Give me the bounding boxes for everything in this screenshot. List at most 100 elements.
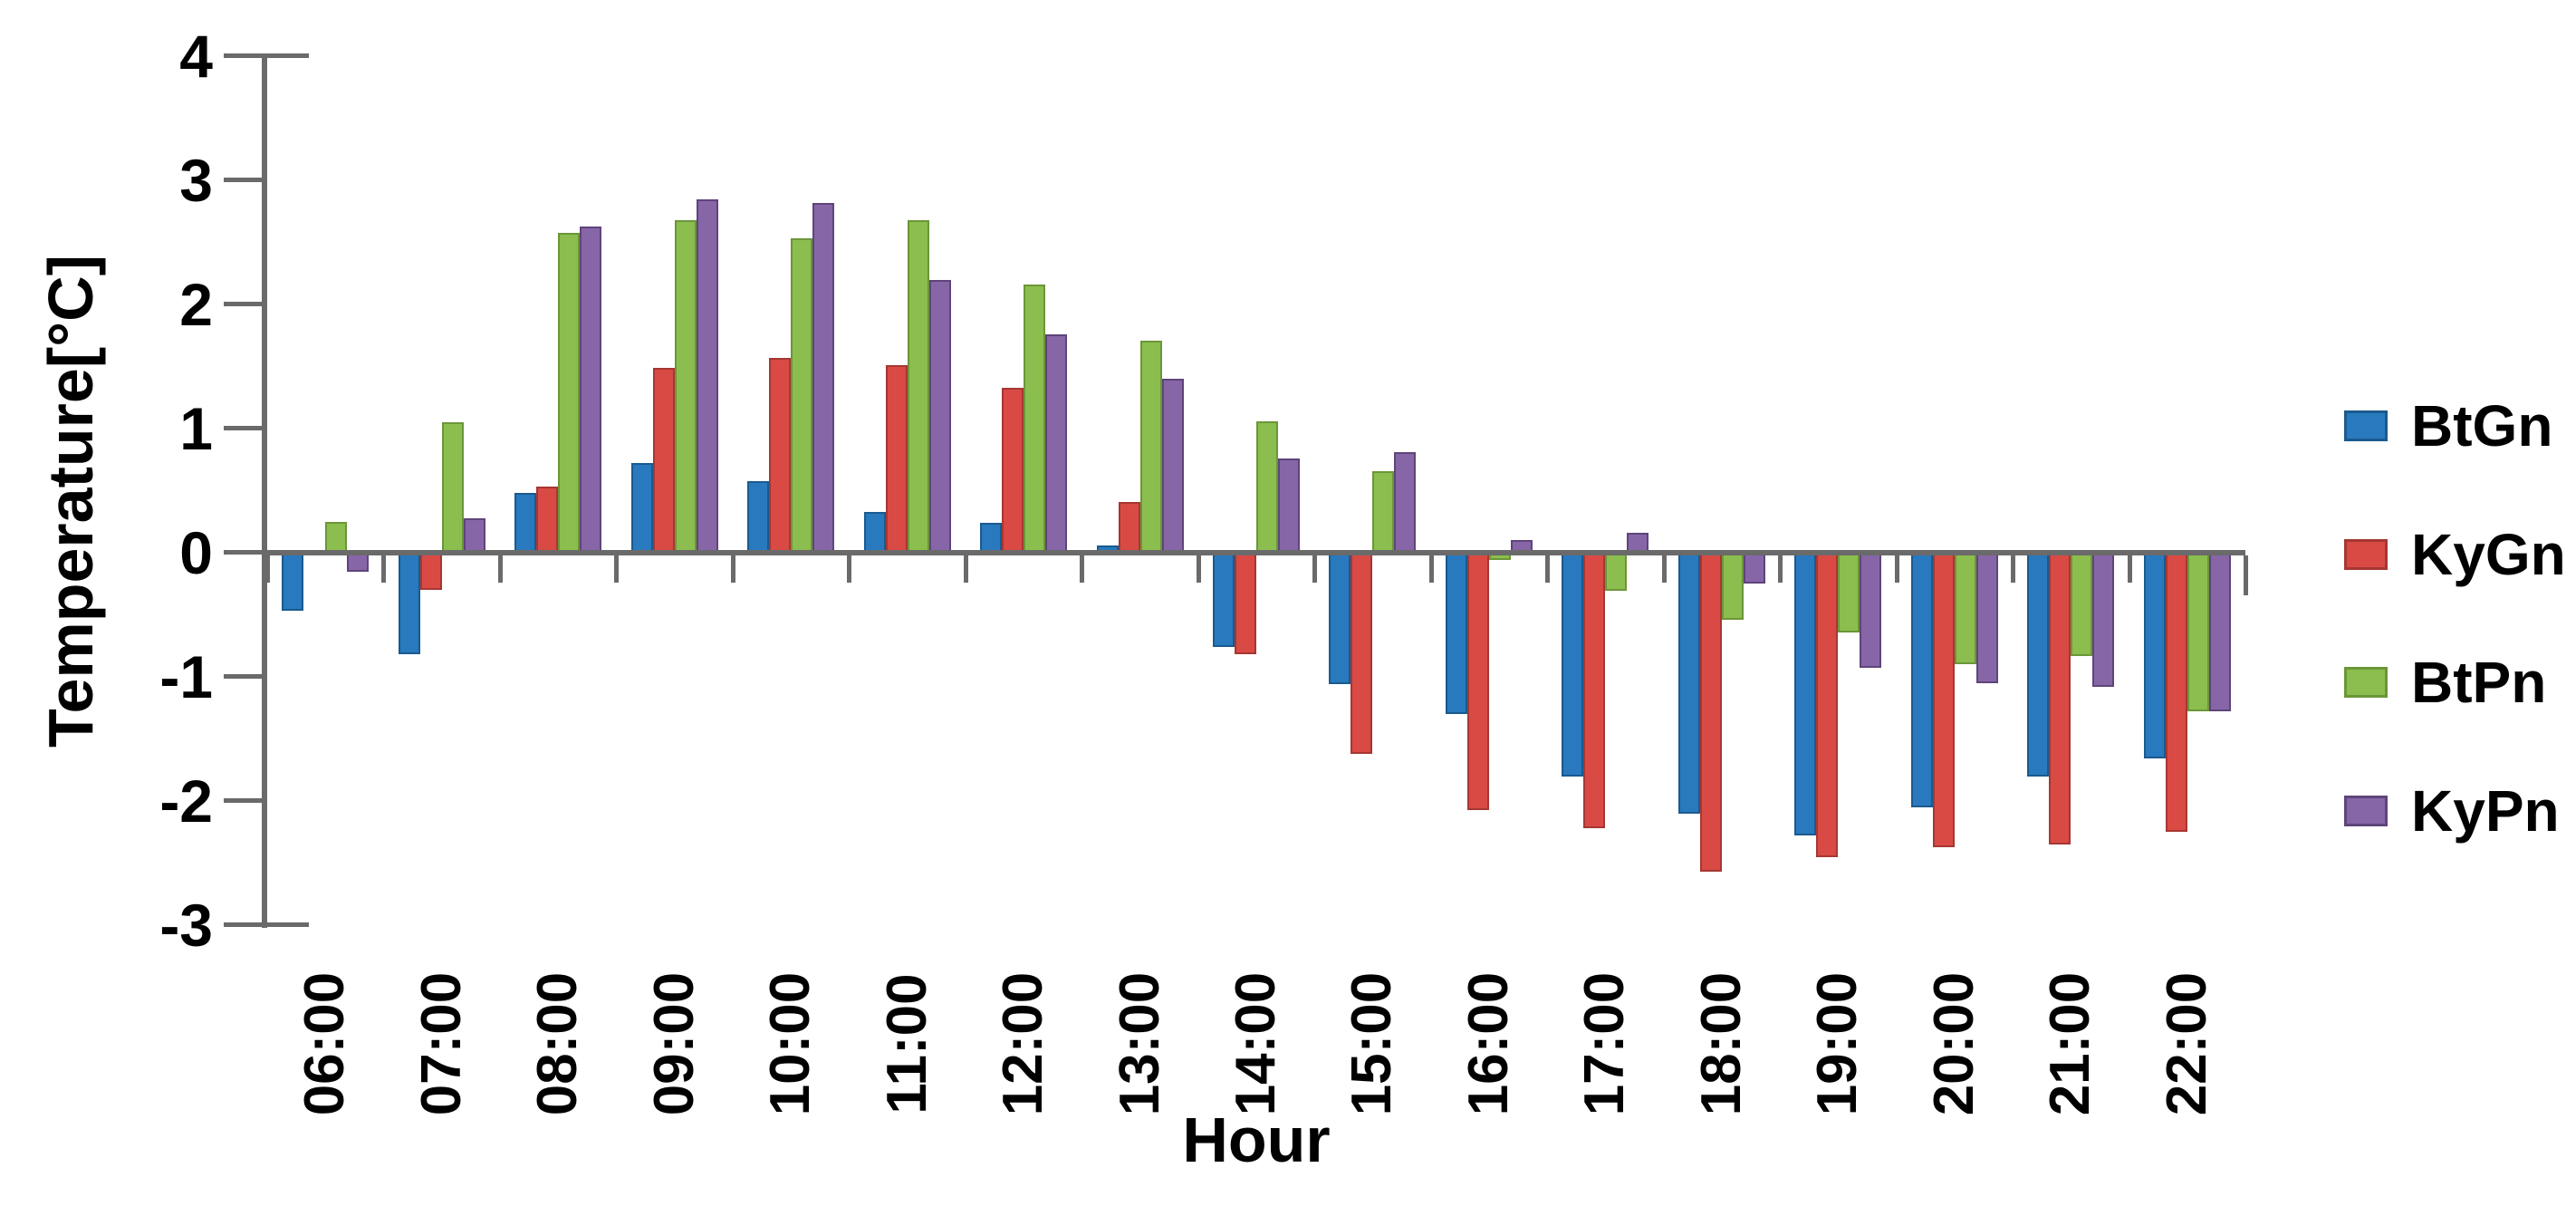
y-tick — [224, 426, 262, 430]
legend-item-btpn: BtPn — [2344, 646, 2546, 719]
y-tick-label: -2 — [159, 767, 213, 835]
bar-kypn-14:00 — [1278, 458, 1300, 553]
bar-kypn-18:00 — [1743, 553, 1765, 584]
bar-kygn-08:00 — [536, 487, 559, 553]
legend-swatch-btpn — [2344, 667, 2388, 698]
bar-btpn-14:00 — [1256, 420, 1278, 553]
x-tick-label-16:00: 16:00 — [1456, 971, 1520, 1116]
x-tick-label-06:00: 06:00 — [293, 971, 357, 1116]
bar-btgn-10:00 — [747, 480, 770, 553]
bar-kygn-13:00 — [1118, 501, 1140, 553]
y-tick — [224, 674, 262, 679]
x-tick-label-09:00: 09:00 — [642, 971, 706, 1116]
bar-btpn-08:00 — [558, 232, 581, 553]
bar-kygn-10:00 — [769, 357, 792, 553]
x-tick — [2127, 555, 2132, 583]
bar-kygn-16:00 — [1466, 553, 1489, 810]
y-tick-label: -3 — [159, 892, 213, 959]
bar-kypn-13:00 — [1161, 379, 1184, 553]
y-axis-end-bracket — [267, 922, 309, 927]
bar-btpn-06:00 — [325, 521, 348, 553]
x-tick-label-07:00: 07:00 — [409, 971, 473, 1116]
x-tick-label-10:00: 10:00 — [759, 971, 822, 1116]
bar-kypn-09:00 — [696, 198, 718, 553]
bar-kypn-19:00 — [1860, 553, 1882, 669]
bar-kygn-17:00 — [1583, 553, 1606, 829]
x-tick — [1196, 555, 1201, 583]
bar-kygn-15:00 — [1350, 553, 1373, 754]
legend-item-btgn: BtGn — [2344, 390, 2552, 462]
bar-btgn-07:00 — [398, 553, 420, 655]
y-tick — [224, 53, 262, 58]
x-tick — [847, 555, 852, 583]
x-tick-label-22:00: 22:00 — [2155, 971, 2218, 1116]
y-tick — [224, 302, 262, 306]
bar-kygn-21:00 — [2049, 553, 2071, 844]
y-tick — [224, 922, 262, 927]
legend: BtGn KyGn BtPn KyPn — [2344, 0, 2576, 1216]
y-tick-label: 1 — [179, 395, 213, 462]
bar-kygn-07:00 — [419, 553, 442, 591]
bar-kygn-18:00 — [1699, 553, 1722, 873]
bar-btpn-10:00 — [791, 238, 813, 553]
bar-btgn-09:00 — [630, 463, 653, 553]
x-tick — [265, 555, 270, 583]
bar-btgn-19:00 — [1794, 553, 1817, 836]
x-tick — [1545, 555, 1551, 583]
bar-kygn-09:00 — [652, 367, 675, 553]
x-tick — [730, 555, 735, 583]
legend-swatch-btgn — [2344, 410, 2388, 441]
bar-kypn-12:00 — [1045, 333, 1068, 553]
bar-btpn-21:00 — [2071, 553, 2093, 656]
bar-kygn-19:00 — [1816, 553, 1839, 857]
bar-btpn-19:00 — [1838, 553, 1860, 632]
x-axis-title: Hour — [1182, 1105, 1331, 1175]
legend-label-kygn: KyGn — [2411, 522, 2566, 587]
bar-kypn-06:00 — [347, 553, 370, 572]
legend-swatch-kygn — [2344, 539, 2388, 570]
x-tick — [381, 555, 387, 583]
x-tick — [1428, 555, 1434, 583]
legend-swatch-kypn — [2344, 796, 2388, 826]
y-tick — [224, 798, 262, 803]
bar-kypn-15:00 — [1394, 452, 1417, 553]
bar-btgn-11:00 — [863, 511, 886, 553]
bar-kypn-21:00 — [2092, 553, 2115, 687]
x-tick-label-18:00: 18:00 — [1689, 971, 1753, 1116]
bar-kygn-22:00 — [2165, 553, 2187, 833]
bar-btgn-20:00 — [1910, 553, 1933, 807]
bar-btpn-17:00 — [1605, 553, 1628, 592]
x-tick-label-11:00: 11:00 — [875, 973, 938, 1115]
x-tick — [1080, 555, 1085, 583]
bar-btpn-15:00 — [1372, 470, 1395, 553]
bar-btpn-11:00 — [907, 219, 929, 553]
legend-label-btpn: BtPn — [2411, 650, 2547, 715]
x-tick — [1894, 555, 1899, 583]
bar-btgn-16:00 — [1445, 553, 1467, 715]
bar-btpn-12:00 — [1024, 285, 1046, 553]
x-tick — [2011, 555, 2016, 583]
x-tick — [963, 555, 968, 583]
bar-btgn-08:00 — [514, 493, 537, 553]
bar-btpn-07:00 — [441, 422, 464, 553]
y-axis-line — [262, 53, 267, 928]
y-tick-label: 3 — [179, 147, 213, 214]
x-tick-label-17:00: 17:00 — [1573, 971, 1637, 1116]
bar-btpn-22:00 — [2187, 553, 2209, 712]
y-tick-label: 2 — [179, 271, 213, 338]
bar-btgn-12:00 — [980, 523, 1003, 553]
bar-kypn-08:00 — [580, 226, 602, 553]
y-axis-end-bracket — [267, 53, 309, 58]
x-tick — [1661, 555, 1667, 583]
legend-label-kypn: KyPn — [2411, 778, 2560, 844]
bar-btpn-13:00 — [1139, 340, 1162, 553]
bar-btpn-18:00 — [1721, 553, 1744, 620]
x-tick — [2244, 555, 2248, 595]
y-tick-label: 0 — [179, 519, 213, 586]
bar-kygn-12:00 — [1002, 387, 1024, 553]
bar-kypn-07:00 — [463, 517, 485, 553]
bar-btgn-15:00 — [1329, 553, 1351, 685]
bar-kypn-10:00 — [812, 202, 835, 553]
bar-btgn-22:00 — [2143, 553, 2166, 759]
